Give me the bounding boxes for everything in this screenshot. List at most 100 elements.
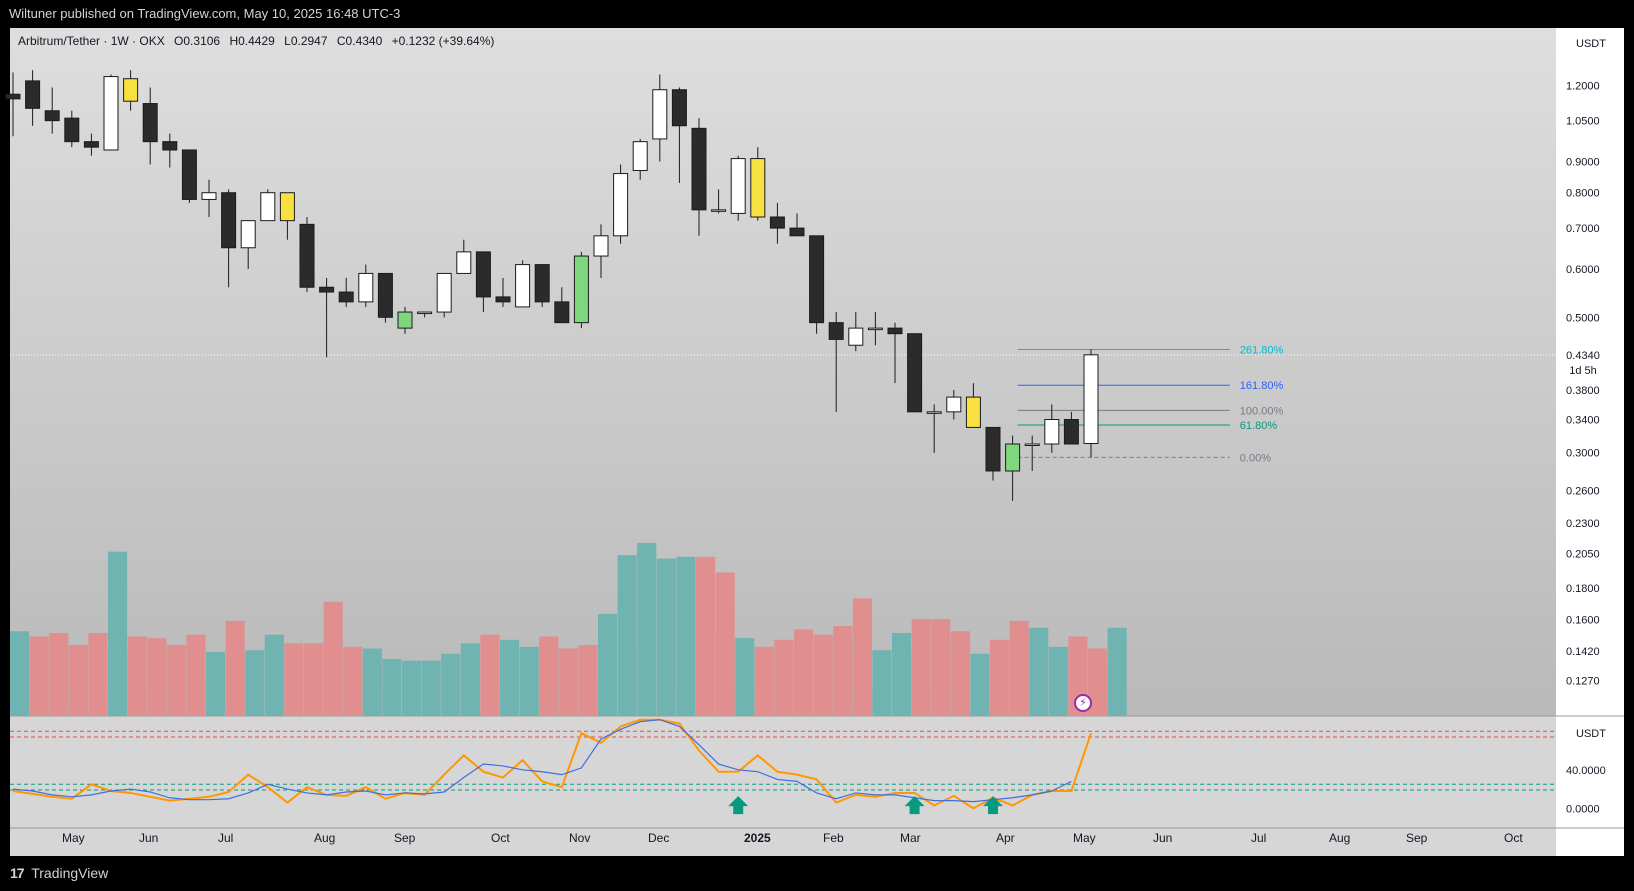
time-axis-label: May	[1073, 831, 1096, 845]
volume-bar	[10, 631, 30, 716]
volume-bar	[362, 648, 382, 716]
candle-body	[789, 227, 805, 237]
candle-body	[848, 327, 864, 346]
candle-body	[985, 426, 1001, 472]
oscillator-tick-label: 40.0000	[1566, 765, 1606, 777]
lightning-icon[interactable]: ⚡	[1074, 694, 1092, 712]
volume-bar	[558, 648, 578, 716]
candle-body	[44, 110, 60, 122]
time-axis-label: Mar	[900, 831, 921, 845]
candle-body	[358, 272, 374, 303]
footer-logo-text[interactable]: TradingView	[31, 865, 109, 881]
time-axis-label: Feb	[823, 831, 844, 845]
volume-bar	[578, 645, 598, 716]
fib-level-label: 100.00%	[1240, 405, 1284, 417]
time-axis-label: Jun	[139, 831, 158, 845]
volume-bar	[970, 653, 990, 716]
candle-body	[1005, 443, 1021, 472]
volume-bar	[676, 556, 696, 716]
fib-level-label: 61.80%	[1240, 420, 1278, 432]
legend-change: +0.1232 (+39.64%)	[391, 34, 495, 48]
oscillator-slow-line	[12, 719, 1072, 803]
price-tick-label: 0.1420	[1566, 646, 1600, 658]
volume-bar	[774, 639, 794, 716]
time-axis-label: Dec	[648, 831, 669, 845]
candle-body	[25, 80, 41, 109]
volume-bar	[284, 643, 304, 716]
candle-body	[475, 251, 491, 298]
volume-bar	[500, 639, 520, 716]
candle-body	[652, 89, 668, 140]
volume-bar	[343, 646, 363, 716]
price-tick-label: 0.7000	[1566, 223, 1600, 235]
candle-body	[926, 411, 942, 414]
candle-body	[495, 296, 511, 303]
candle-body	[671, 89, 687, 127]
time-axis-label: Jun	[1153, 831, 1172, 845]
volume-bar	[1048, 646, 1068, 716]
price-tick-label: 1.2000	[1566, 80, 1600, 92]
candle-body	[515, 264, 531, 308]
signal-arrow-icon	[983, 796, 1003, 815]
candle-body	[809, 235, 825, 324]
price-tick-label: 0.2300	[1566, 518, 1600, 530]
volume-bar	[421, 660, 441, 716]
volume-bar	[990, 639, 1010, 716]
volume-bar	[108, 551, 128, 716]
legend-symbol[interactable]: Arbitrum/Tether · 1W · OKX	[18, 34, 165, 48]
publish-info-bar: Wiltuner published on TradingView.com, M…	[0, 0, 1634, 28]
fib-level-label: 161.80%	[1240, 380, 1284, 392]
price-tick-label: 0.9000	[1566, 157, 1600, 169]
time-axis-label: Sep	[394, 831, 416, 845]
volume-bar	[617, 555, 637, 716]
candle-body	[240, 220, 256, 249]
volume-bar	[950, 631, 970, 716]
candle-body	[730, 158, 746, 214]
time-axis-label: Apr	[996, 831, 1015, 845]
price-tick-label: 0.1600	[1566, 614, 1600, 626]
candle-body	[887, 327, 903, 335]
bar-countdown: 1d 5h	[1569, 365, 1597, 377]
volume-bar	[852, 598, 872, 716]
candle-body	[573, 255, 589, 324]
candle-body	[691, 127, 707, 211]
candle-body	[711, 209, 727, 212]
publish-line: Wiltuner published on TradingView.com, M…	[9, 6, 401, 21]
price-unit-button[interactable]: USDT	[1562, 33, 1620, 55]
candle-body	[456, 251, 472, 274]
price-tick-label: 0.6000	[1566, 264, 1600, 276]
volume-bar	[68, 645, 88, 716]
price-tick-label: 0.5000	[1566, 312, 1600, 324]
volume-bar	[1029, 627, 1049, 716]
time-axis-label: Oct	[491, 831, 510, 845]
price-tick-label: 0.8000	[1566, 188, 1600, 200]
volume-bar	[872, 650, 892, 716]
time-axis-label: Aug	[1329, 831, 1350, 845]
candle-body	[946, 396, 962, 413]
volume-bar	[892, 632, 912, 716]
volume-bar	[147, 638, 167, 716]
candle-body	[64, 117, 80, 143]
candle-body	[338, 291, 354, 303]
candle-body	[554, 301, 570, 324]
oscillator-unit-button[interactable]: USDT	[1562, 723, 1620, 745]
time-axis-label: May	[62, 831, 85, 845]
candle-body	[436, 272, 452, 313]
volume-bar	[637, 543, 657, 716]
volume-bar	[1088, 648, 1108, 716]
candle-body	[319, 286, 335, 293]
volume-bar	[245, 650, 265, 716]
volume-bar	[382, 658, 402, 716]
volume-bar	[225, 620, 245, 716]
price-tick-label: 0.2050	[1566, 549, 1600, 561]
legend-close: C0.4340	[336, 34, 383, 48]
volume-bar	[402, 660, 422, 716]
volume-bar	[1107, 627, 1127, 716]
candle-body	[632, 141, 648, 171]
candle-body	[593, 235, 609, 257]
candle-body	[260, 192, 276, 222]
volume-bar	[29, 636, 49, 716]
volume-bar	[911, 619, 931, 716]
candle-body	[1063, 419, 1079, 445]
